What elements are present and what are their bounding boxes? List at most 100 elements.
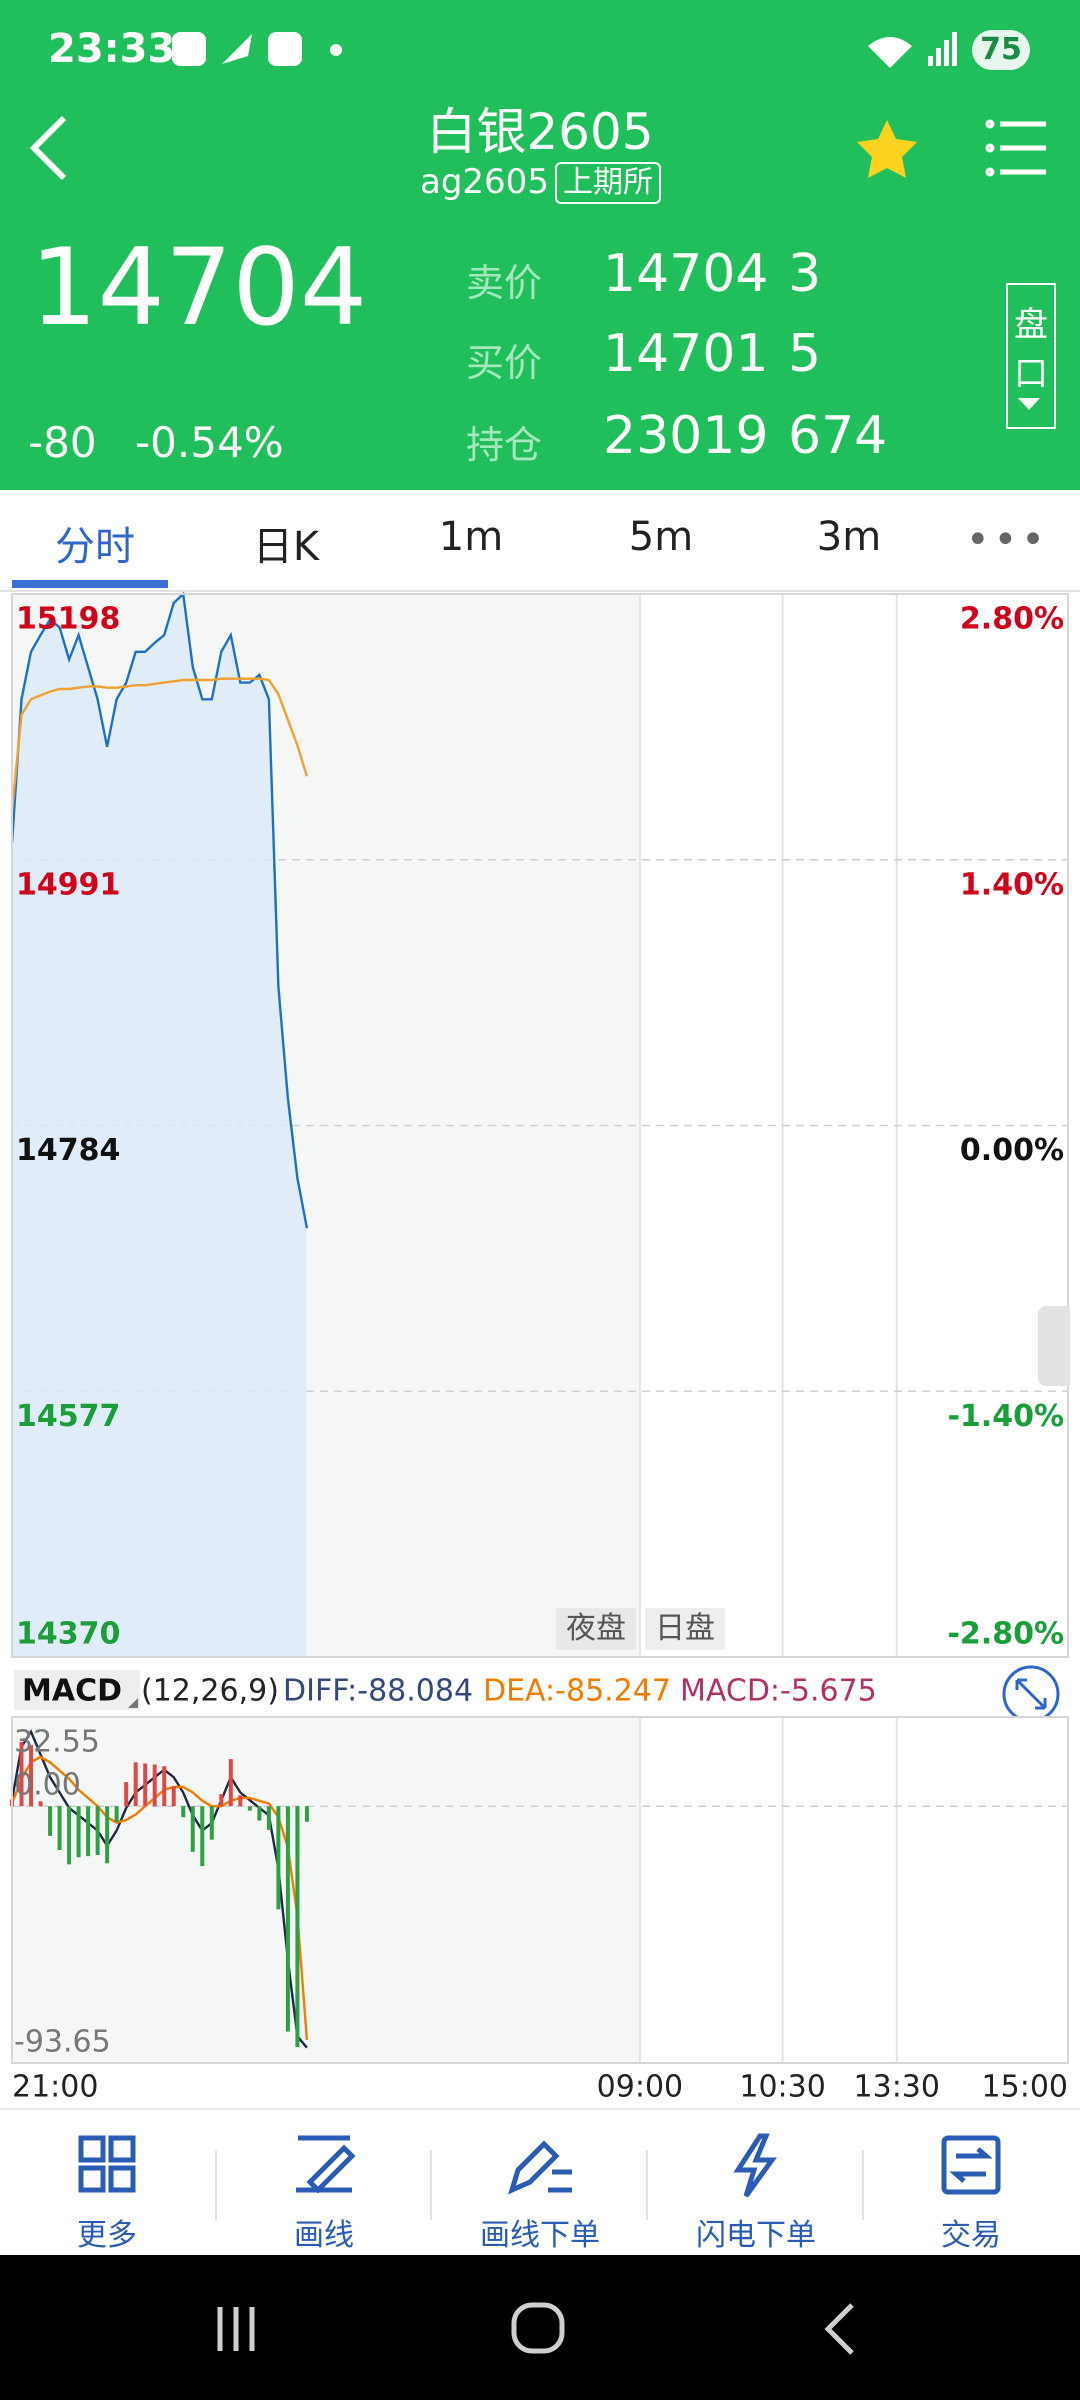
row-label: 持仓: [466, 423, 543, 467]
menu-dot: [985, 119, 995, 129]
depth-text: 盘: [1014, 305, 1048, 345]
macd-bar: [19, 1742, 24, 1807]
side-handle[interactable]: [1038, 1306, 1070, 1386]
tab[interactable]: 5m: [628, 514, 694, 560]
macd-bar: [57, 1806, 62, 1851]
macd-title-bg: [14, 1670, 140, 1710]
menu-button[interactable]: [985, 119, 1046, 177]
icon-flash: [733, 2133, 777, 2198]
panel-border: [11, 1716, 1069, 2064]
macd-bar: [133, 1762, 138, 1807]
back-nav-button[interactable]: [824, 2303, 854, 2355]
exchange: 上期所: [555, 162, 661, 204]
icon-more: [78, 2165, 106, 2193]
session-tag[interactable]: 夜盘: [556, 1608, 636, 1650]
macd-bar: [276, 1806, 281, 1910]
signal: [936, 48, 941, 66]
nav-item[interactable]: 交易: [941, 2218, 1001, 2253]
macd-legend: DEA:-85.247: [483, 1674, 671, 1709]
x-tick-label: 13:30: [854, 2070, 940, 2105]
icon-trade: [941, 2135, 1001, 2195]
menu-dot: [985, 167, 995, 177]
menu-dot: [985, 143, 995, 153]
macd-bar: [171, 1786, 176, 1807]
row-label: 买价: [466, 341, 543, 385]
icon-trade: [949, 2147, 993, 2183]
nav-item[interactable]: 更多: [77, 2218, 137, 2253]
wifi-icon: [868, 37, 912, 68]
x-tick-label: 10:30: [739, 2070, 825, 2105]
tab[interactable]: 3m: [816, 514, 882, 560]
row-price: 14701: [603, 324, 769, 384]
y2-tick-label: 2.80%: [960, 602, 1064, 637]
row-price: 14704: [603, 244, 769, 304]
title: 白银2605: [426, 103, 654, 161]
macd-params: (12,26,9): [141, 1674, 279, 1709]
signal: [944, 40, 949, 66]
nav-item[interactable]: 闪电下单: [696, 2218, 816, 2253]
home-button[interactable]: [511, 2302, 565, 2354]
y2-tick-label: -1.40%: [947, 1399, 1064, 1434]
status-icons: [172, 32, 957, 68]
icon-draw: [296, 2135, 356, 2194]
macd-line: [10, 1755, 309, 2041]
signal: [928, 56, 933, 66]
y-tick-label: 14577: [16, 1399, 120, 1434]
back-button[interactable]: [29, 115, 67, 181]
nav-icons: [78, 2133, 1001, 2220]
notify-icon: [222, 34, 252, 64]
recent-button[interactable]: [217, 2307, 255, 2351]
depth-text: 口: [1014, 354, 1048, 394]
change: -80: [28, 418, 97, 467]
macd-title-corner: [128, 1698, 138, 1708]
bottom-nav: 更多 画线 画线下单 闪电下单 交易: [0, 2108, 1080, 2257]
y-tick-label: 0.00: [14, 1768, 81, 1803]
nav-item[interactable]: 画线: [294, 2218, 354, 2253]
x-tick-label: 15:00: [982, 2070, 1068, 2105]
x-tick-label: 09:00: [597, 2070, 683, 2105]
y-tick-label: 14991: [16, 867, 120, 902]
macd-bar: [162, 1766, 167, 1807]
night-session-bg: [12, 1717, 640, 2063]
macd-bar: [29, 1744, 34, 1807]
macd-header-bg: [0, 1662, 1080, 1714]
y2-tick-label: -2.80%: [947, 1617, 1064, 1652]
y2-tick-label: 0.00%: [960, 1133, 1064, 1168]
macd-bar: [247, 1806, 252, 1811]
macd-bar: [114, 1806, 119, 1823]
y-tick-label: 15198: [16, 602, 120, 637]
nav-item[interactable]: 画线下单: [480, 2218, 600, 2253]
macd-bar: [266, 1806, 271, 1830]
icon-more: [78, 2135, 106, 2163]
notify-dot: [330, 44, 342, 56]
tab[interactable]: 1m: [438, 514, 504, 560]
macd-bar: [76, 1806, 81, 1858]
favorite-star[interactable]: [857, 120, 917, 178]
macd-bar: [105, 1806, 110, 1864]
macd-legend: DIFF:-88.084: [283, 1674, 473, 1709]
tab[interactable]: 日K: [252, 524, 320, 570]
icon-draw-order: [508, 2140, 572, 2195]
y-tick-label: -93.65: [14, 2025, 111, 2060]
tab-active[interactable]: 分时: [55, 524, 135, 570]
macd-bar: [295, 1806, 300, 2047]
notify-icon: [268, 32, 302, 66]
change-pct: -0.54%: [135, 418, 284, 467]
y2-tick-label: 1.40%: [960, 867, 1064, 902]
depth-button[interactable]: 盘 口: [1006, 283, 1056, 429]
row-volume: 674: [788, 406, 888, 466]
session-tag[interactable]: 日盘: [645, 1608, 725, 1650]
macd-title: MACD: [22, 1674, 122, 1709]
y-tick-label: 14370: [16, 1617, 120, 1652]
macd-bar: [152, 1764, 157, 1807]
macd-bar: [238, 1795, 243, 1807]
icon-more: [108, 2135, 136, 2163]
row-volume: 5: [788, 324, 822, 384]
signal: [952, 32, 957, 66]
depth-arrow: [1018, 398, 1040, 410]
row-volume: 3: [788, 244, 822, 304]
macd-bar: [143, 1763, 148, 1807]
macd-bar: [95, 1806, 100, 1856]
macd-bar: [86, 1806, 91, 1857]
